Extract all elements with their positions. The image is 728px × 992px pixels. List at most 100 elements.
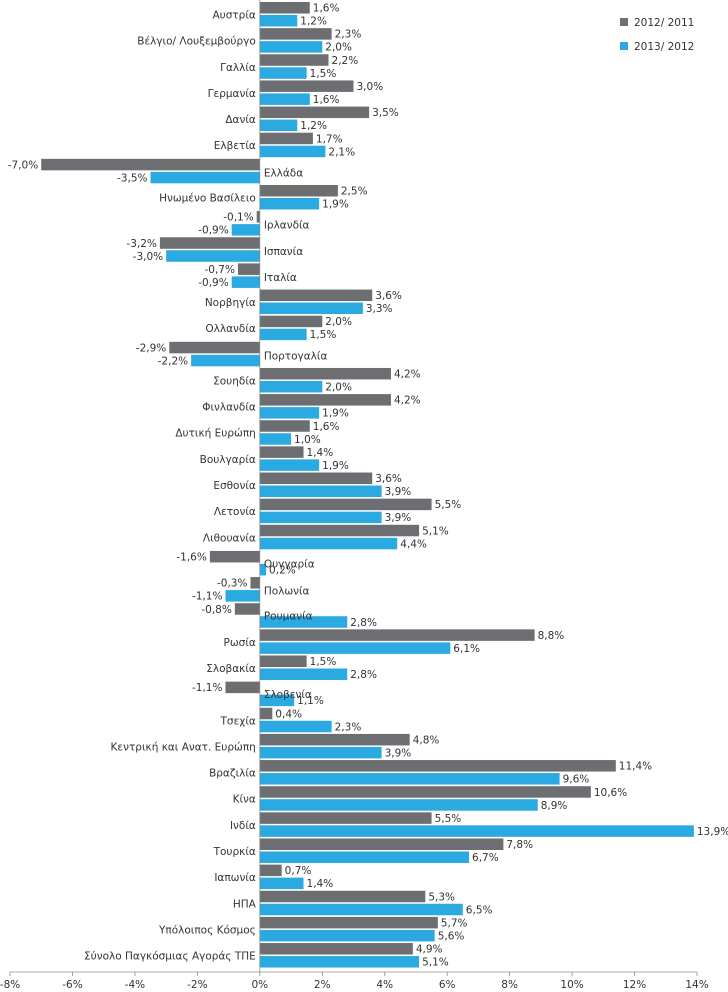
value-label: 2,0% bbox=[325, 382, 352, 394]
bar-s2013-23 bbox=[259, 616, 348, 628]
bar-s2013-4 bbox=[259, 119, 298, 132]
category-label-γερμανία: Γερμανία bbox=[208, 88, 256, 100]
legend-label-s2013: 2013/ 2012 bbox=[634, 41, 694, 53]
x-tick-label: 12% bbox=[623, 979, 646, 991]
value-label: 3,6% bbox=[375, 290, 402, 302]
bar-s2013-9 bbox=[166, 250, 260, 262]
x-tick-label: 14% bbox=[685, 979, 708, 991]
bar-s2013-32 bbox=[259, 851, 470, 863]
category-label-αυστρία: Αυστρία bbox=[212, 10, 255, 22]
bar-s2013-16 bbox=[259, 433, 292, 445]
legend-label-s2012: 2012/ 2011 bbox=[634, 17, 694, 29]
category-label-ινδία: Ινδία bbox=[230, 820, 256, 832]
category-label-φινλανδία: Φινλανδία bbox=[202, 402, 256, 414]
value-label: 4,2% bbox=[394, 395, 421, 407]
value-label: 6,5% bbox=[466, 904, 493, 916]
value-label: -1,6% bbox=[176, 551, 206, 563]
category-label-ηπα: ΗΠΑ bbox=[233, 898, 257, 910]
value-label: 1,6% bbox=[313, 3, 340, 15]
category-label-ηνωμένο-βασίλειο: Ηνωμένο Βασίλειο bbox=[159, 192, 256, 204]
value-label: 2,8% bbox=[350, 617, 377, 629]
x-tick-label: 8% bbox=[501, 979, 518, 991]
value-label: 2,2% bbox=[332, 55, 359, 67]
value-label: -2,2% bbox=[158, 355, 188, 367]
bar-s2012-28 bbox=[259, 733, 410, 746]
bar-s2012-34 bbox=[259, 890, 426, 903]
value-label: 6,7% bbox=[472, 852, 499, 864]
value-label: 0,2% bbox=[269, 564, 296, 576]
bar-s2013-6 bbox=[150, 171, 260, 184]
bar-s2012-14 bbox=[259, 367, 391, 380]
bar-s2012-35 bbox=[259, 916, 438, 929]
bar-s2012-15 bbox=[259, 394, 391, 406]
bar-s2012-21 bbox=[209, 550, 260, 563]
bar-s2012-3 bbox=[259, 80, 354, 92]
value-label: 3,6% bbox=[375, 473, 402, 485]
legend-swatch-s2012 bbox=[620, 18, 628, 26]
bars-layer bbox=[41, 2, 694, 968]
category-label-σύνολο-παγκόσμιας-αγοράς-τπε: Σύνολο Παγκόσμιας Αγοράς ΤΠΕ bbox=[84, 951, 256, 963]
bar-s2012-22 bbox=[250, 577, 260, 589]
value-label: -0,9% bbox=[198, 277, 228, 289]
bar-s2012-17 bbox=[259, 446, 304, 458]
category-label-λιθουανία: Λιθουανία bbox=[203, 532, 256, 544]
bar-s2013-11 bbox=[259, 302, 363, 315]
value-label: -3,2% bbox=[126, 238, 156, 250]
x-tick-label: 2% bbox=[314, 979, 331, 991]
category-label-ιρλανδία: Ιρλανδία bbox=[264, 220, 310, 232]
bar-s2013-35 bbox=[259, 929, 435, 942]
value-label: 1,1% bbox=[297, 695, 324, 707]
bar-s2012-19 bbox=[259, 498, 432, 511]
category-label-ρωσία: Ρωσία bbox=[224, 637, 256, 649]
value-label: 6,1% bbox=[453, 643, 480, 655]
value-label: 1,9% bbox=[322, 199, 349, 211]
bar-s2012-16 bbox=[259, 420, 310, 432]
bar-s2013-14 bbox=[259, 380, 323, 393]
value-label: -3,0% bbox=[133, 251, 163, 263]
legend: 2012/ 2011 2013/ 2012 bbox=[620, 17, 694, 53]
value-label: 2,3% bbox=[335, 721, 362, 733]
value-label: 3,9% bbox=[385, 486, 412, 498]
value-label: 8,9% bbox=[541, 800, 568, 812]
value-label: -2,9% bbox=[136, 342, 166, 354]
category-label-σουηδία: Σουηδία bbox=[213, 375, 256, 387]
category-label-γαλλία: Γαλλία bbox=[220, 62, 256, 74]
value-label: 2,1% bbox=[328, 146, 355, 158]
bar-s2013-3 bbox=[259, 93, 310, 105]
category-label-ελβετία: Ελβετία bbox=[214, 140, 256, 152]
category-label-πολωνία: Πολωνία bbox=[264, 586, 310, 598]
x-tick-label: 10% bbox=[560, 979, 583, 991]
bar-s2012-12 bbox=[259, 315, 323, 328]
bar-s2012-36 bbox=[259, 943, 413, 955]
bar-s2012-2 bbox=[259, 54, 329, 66]
x-tick-label: 0% bbox=[251, 979, 268, 991]
bar-s2013-1 bbox=[259, 41, 323, 53]
bar-s2013-34 bbox=[259, 903, 463, 916]
bar-s2012-4 bbox=[259, 106, 370, 119]
bar-s2012-18 bbox=[259, 472, 373, 485]
value-label: 1,2% bbox=[300, 16, 327, 28]
value-label: 1,6% bbox=[313, 94, 340, 106]
bar-s2012-10 bbox=[237, 263, 260, 275]
category-label-πορτογαλία: Πορτογαλία bbox=[264, 350, 328, 362]
value-label: -0,7% bbox=[204, 264, 234, 276]
bar-s2013-18 bbox=[259, 485, 382, 498]
value-label: 5,5% bbox=[435, 499, 462, 511]
bar-s2013-20 bbox=[259, 537, 398, 550]
bar-s2013-5 bbox=[259, 145, 326, 158]
value-label: 1,7% bbox=[316, 133, 343, 145]
value-label: 3,3% bbox=[366, 303, 393, 315]
value-label: 1,5% bbox=[310, 68, 337, 80]
value-label: 5,6% bbox=[438, 930, 465, 942]
category-label-λετονία: Λετονία bbox=[214, 506, 256, 518]
value-label: 4,9% bbox=[416, 944, 443, 956]
value-label: 11,4% bbox=[619, 761, 652, 773]
bar-s2012-6 bbox=[41, 158, 260, 171]
value-label: 10,6% bbox=[594, 787, 627, 799]
value-label: 0,4% bbox=[275, 708, 302, 720]
category-label-κεντρική-και-ανατ-ευρώπη: Κεντρική και Ανατ. Ευρώπη bbox=[111, 741, 256, 753]
value-label: -7,0% bbox=[8, 159, 38, 171]
category-label-βέλγιο-λουξεμβούργο: Βέλγιο/ Λουξεμβούργο bbox=[137, 36, 256, 48]
bar-s2012-32 bbox=[259, 838, 504, 850]
value-label: 0,7% bbox=[285, 865, 312, 877]
